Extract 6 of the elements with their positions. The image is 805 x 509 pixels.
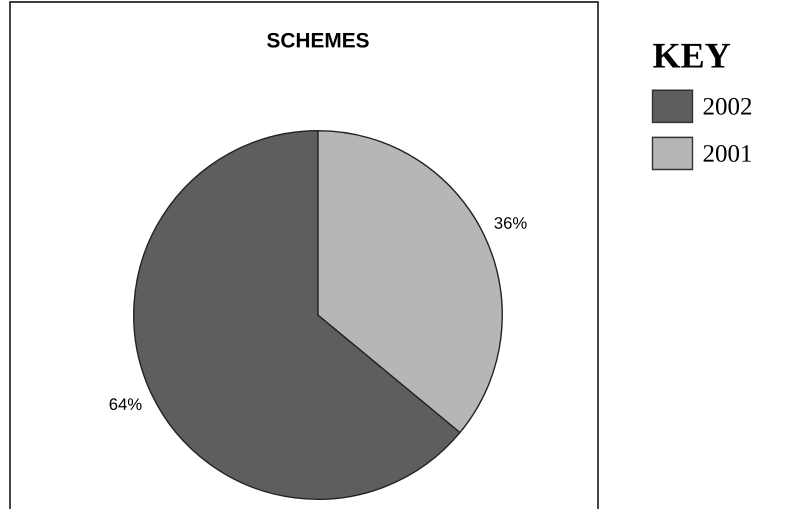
data-label: 64% (110, 398, 142, 410)
chart-title: SCHEMES (267, 32, 369, 48)
legend-label: 2001 (704, 145, 751, 162)
legend-label: 2002 (704, 98, 752, 115)
data-label: 36% (494, 217, 527, 229)
legend-title: KEY (653, 44, 730, 68)
